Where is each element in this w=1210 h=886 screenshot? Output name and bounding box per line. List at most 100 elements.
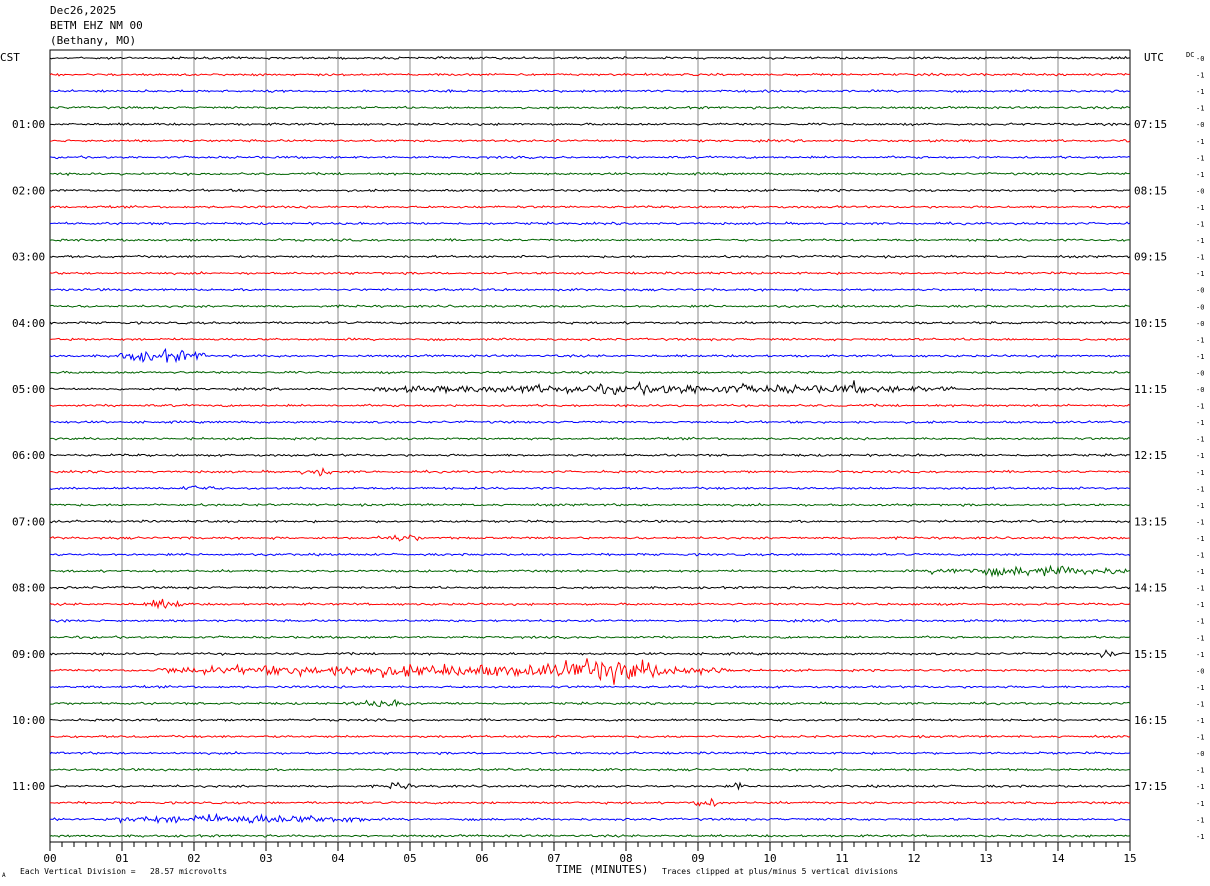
dc-offset-label: -1 xyxy=(1196,684,1204,692)
utc-hour-label: 09:15 xyxy=(1134,251,1167,264)
dc-offset-label: -1 xyxy=(1196,734,1204,742)
cst-hour-label: 03:00 xyxy=(12,251,45,264)
trace-line xyxy=(49,380,1131,397)
dc-offset-label: -1 xyxy=(1196,783,1204,791)
trace-line xyxy=(49,750,1131,756)
dc-offset-label: -0 xyxy=(1196,121,1204,129)
trace-line xyxy=(49,649,1131,659)
trace-line xyxy=(49,519,1131,524)
trace-line xyxy=(49,466,1131,477)
trace-line xyxy=(49,55,1131,61)
trace-line xyxy=(49,598,1131,610)
dc-offset-label: -1 xyxy=(1196,651,1204,659)
dc-offset-label: -0 xyxy=(1196,287,1204,295)
dc-offset-label: -1 xyxy=(1196,585,1204,593)
dc-offset-label: -1 xyxy=(1196,336,1204,344)
trace-line xyxy=(49,534,1131,542)
trace-line xyxy=(49,122,1131,127)
trace-line xyxy=(49,552,1131,557)
x-tick-label: 15 xyxy=(1123,852,1136,865)
trace-line xyxy=(49,436,1131,441)
trace-line xyxy=(49,204,1131,209)
trace-line xyxy=(49,618,1131,623)
utc-hour-label: 08:15 xyxy=(1134,184,1167,197)
x-axis-title: TIME (MINUTES) xyxy=(556,863,649,876)
dc-offset-label: -1 xyxy=(1196,436,1204,444)
x-tick-label: 03 xyxy=(259,852,272,865)
x-tick-label: 08 xyxy=(619,852,632,865)
trace-line xyxy=(49,453,1131,458)
trace-line xyxy=(49,585,1131,590)
dc-offset-label: -0 xyxy=(1196,386,1204,394)
dc-offset-label: -0 xyxy=(1196,303,1204,311)
utc-hour-label: 17:15 xyxy=(1134,780,1167,793)
x-tick-label: 00 xyxy=(43,852,56,865)
cst-hour-label: 07:00 xyxy=(12,515,45,528)
utc-axis-label: UTC xyxy=(1144,51,1164,64)
dc-offset-label: -1 xyxy=(1196,816,1204,824)
dc-offset-label: -1 xyxy=(1196,221,1204,229)
clip-note: Traces clipped at plus/minus 5 vertical … xyxy=(662,867,899,876)
trace-line xyxy=(49,254,1131,259)
cst-hour-label: 10:00 xyxy=(12,714,45,727)
dc-offset-label: -1 xyxy=(1196,535,1204,543)
trace-line xyxy=(49,320,1131,325)
trace-line xyxy=(49,485,1131,491)
trace-line xyxy=(49,347,1131,364)
dc-offset-label: -1 xyxy=(1196,154,1204,162)
dc-offset-label: -0 xyxy=(1196,750,1204,758)
x-tick-label: 12 xyxy=(907,852,920,865)
cst-hour-label: 04:00 xyxy=(12,317,45,330)
dc-offset-label: -1 xyxy=(1196,204,1204,212)
dc-offset-label: -1 xyxy=(1196,254,1204,262)
dc-offset-label: -1 xyxy=(1196,634,1204,642)
dc-offset-label: -1 xyxy=(1196,171,1204,179)
trace-line xyxy=(49,188,1131,193)
x-tick-label: 13 xyxy=(979,852,992,865)
trace-line xyxy=(49,221,1131,226)
dc-offset-label: -0 xyxy=(1196,369,1204,377)
utc-hour-label: 11:15 xyxy=(1134,383,1167,396)
trace-line xyxy=(49,287,1131,292)
trace-line xyxy=(49,767,1131,772)
utc-hour-label: 13:15 xyxy=(1134,515,1167,528)
trace-line xyxy=(49,502,1131,507)
cst-hour-label: 08:00 xyxy=(12,582,45,595)
dc-label: DC xyxy=(1186,51,1194,59)
plot-frame xyxy=(49,49,1131,843)
x-tick-label: 09 xyxy=(691,852,704,865)
trace-line xyxy=(49,89,1131,94)
trace-line xyxy=(49,420,1131,425)
dc-offset-label: -1 xyxy=(1196,353,1204,361)
trace-line xyxy=(49,698,1131,708)
trace-line xyxy=(49,237,1131,242)
dc-offset-label: -1 xyxy=(1196,485,1204,493)
dc-offset-label: -0 xyxy=(1196,320,1204,328)
dc-offset-label: -1 xyxy=(1196,270,1204,278)
trace-line xyxy=(49,635,1131,640)
dc-offset-label: -1 xyxy=(1196,601,1204,609)
dc-offset-label: -1 xyxy=(1196,568,1204,576)
dc-offset-label: -1 xyxy=(1196,138,1204,146)
x-tick-label: 04 xyxy=(331,852,345,865)
utc-hour-label: 14:15 xyxy=(1134,582,1167,595)
x-tick-label: 02 xyxy=(187,852,200,865)
dc-offset-label: -1 xyxy=(1196,72,1204,80)
x-tick-label: 06 xyxy=(475,852,488,865)
dc-offset-label: -1 xyxy=(1196,552,1204,560)
trace-line xyxy=(49,138,1131,143)
trace-line xyxy=(49,72,1131,77)
dc-offset-label: -0 xyxy=(1196,55,1204,63)
dc-offset-label: -1 xyxy=(1196,403,1204,411)
trace-line xyxy=(49,304,1131,309)
dc-offset-label: -1 xyxy=(1196,800,1204,808)
dc-offset-label: -1 xyxy=(1196,767,1204,775)
utc-hour-label: 15:15 xyxy=(1134,648,1167,661)
cst-hour-label: 06:00 xyxy=(12,449,45,462)
dc-offset-label: -1 xyxy=(1196,502,1204,510)
x-tick-label: 01 xyxy=(115,852,128,865)
dc-offset-label: -1 xyxy=(1196,700,1204,708)
x-tick-label: 05 xyxy=(403,852,416,865)
header-date: Dec26,2025 xyxy=(50,4,117,17)
